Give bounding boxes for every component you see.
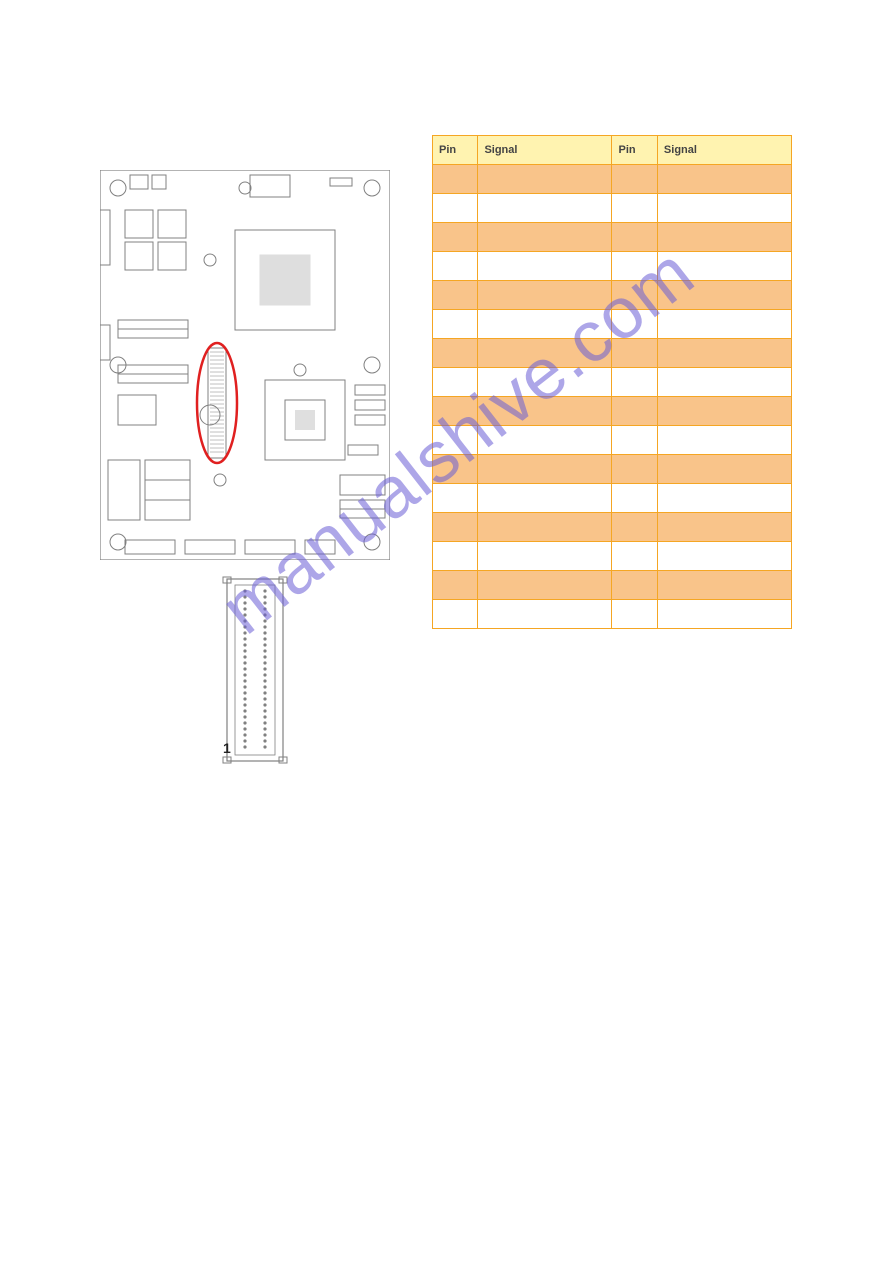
table-row bbox=[433, 426, 792, 455]
table-cell bbox=[478, 194, 612, 223]
table-cell bbox=[478, 223, 612, 252]
table-cell bbox=[478, 513, 612, 542]
table-cell bbox=[433, 368, 478, 397]
table-row bbox=[433, 310, 792, 339]
table-cell bbox=[657, 426, 791, 455]
table-row bbox=[433, 165, 792, 194]
table-cell bbox=[478, 600, 612, 629]
table-cell bbox=[657, 397, 791, 426]
table-cell bbox=[612, 513, 657, 542]
table-cell bbox=[612, 397, 657, 426]
table-cell bbox=[433, 571, 478, 600]
table-cell bbox=[433, 165, 478, 194]
pinout-table: Pin Signal Pin Signal bbox=[432, 135, 792, 629]
table-cell bbox=[478, 368, 612, 397]
table-cell bbox=[612, 310, 657, 339]
table-row bbox=[433, 397, 792, 426]
table-cell bbox=[478, 426, 612, 455]
table-cell bbox=[433, 194, 478, 223]
table-cell bbox=[433, 484, 478, 513]
table-row bbox=[433, 339, 792, 368]
table-cell bbox=[478, 310, 612, 339]
table-cell bbox=[657, 455, 791, 484]
table-header-row: Pin Signal Pin Signal bbox=[433, 136, 792, 165]
table-row bbox=[433, 571, 792, 600]
table-cell bbox=[612, 368, 657, 397]
table-cell bbox=[657, 252, 791, 281]
document-header bbox=[60, 30, 833, 80]
table-cell bbox=[657, 223, 791, 252]
table-cell bbox=[657, 542, 791, 571]
board-diagram bbox=[100, 170, 390, 560]
table-header: Pin bbox=[612, 136, 657, 165]
table-cell bbox=[433, 513, 478, 542]
table-cell bbox=[433, 542, 478, 571]
table-cell bbox=[478, 252, 612, 281]
table-cell bbox=[433, 426, 478, 455]
table-cell bbox=[433, 455, 478, 484]
table-cell bbox=[433, 310, 478, 339]
table-cell bbox=[657, 194, 791, 223]
table-cell bbox=[612, 455, 657, 484]
table-row bbox=[433, 252, 792, 281]
table-row bbox=[433, 484, 792, 513]
table-cell bbox=[657, 484, 791, 513]
table-cell bbox=[657, 513, 791, 542]
table-cell bbox=[612, 339, 657, 368]
table-cell bbox=[612, 194, 657, 223]
table-cell bbox=[612, 484, 657, 513]
table-cell bbox=[478, 339, 612, 368]
table-cell bbox=[612, 281, 657, 310]
table-cell bbox=[657, 600, 791, 629]
table-cell bbox=[657, 165, 791, 194]
table-cell bbox=[433, 600, 478, 629]
table-header: Pin bbox=[433, 136, 478, 165]
table-row bbox=[433, 281, 792, 310]
table-header: Signal bbox=[478, 136, 612, 165]
table-cell bbox=[433, 339, 478, 368]
table-cell bbox=[478, 281, 612, 310]
table-row bbox=[433, 455, 792, 484]
table-cell bbox=[478, 165, 612, 194]
table-row bbox=[433, 368, 792, 397]
table-cell bbox=[657, 310, 791, 339]
connector-pin1-label: 1 bbox=[223, 740, 231, 756]
table-cell bbox=[478, 397, 612, 426]
table-cell bbox=[612, 426, 657, 455]
table-cell bbox=[612, 542, 657, 571]
table-cell bbox=[657, 281, 791, 310]
table-cell bbox=[433, 252, 478, 281]
table-cell bbox=[612, 571, 657, 600]
table-row bbox=[433, 542, 792, 571]
table-header: Signal bbox=[657, 136, 791, 165]
table-cell bbox=[478, 571, 612, 600]
table-cell bbox=[612, 252, 657, 281]
table-row bbox=[433, 223, 792, 252]
table-cell bbox=[433, 223, 478, 252]
table-cell bbox=[478, 484, 612, 513]
table-cell bbox=[478, 542, 612, 571]
table-row bbox=[433, 513, 792, 542]
table-cell bbox=[612, 223, 657, 252]
table-cell bbox=[612, 165, 657, 194]
table-row bbox=[433, 194, 792, 223]
table-cell bbox=[612, 600, 657, 629]
table-cell bbox=[657, 571, 791, 600]
table-cell bbox=[433, 397, 478, 426]
table-cell bbox=[478, 455, 612, 484]
table-cell bbox=[657, 368, 791, 397]
table-cell bbox=[657, 339, 791, 368]
connector-detail bbox=[215, 575, 295, 765]
table-cell bbox=[433, 281, 478, 310]
table-row bbox=[433, 600, 792, 629]
